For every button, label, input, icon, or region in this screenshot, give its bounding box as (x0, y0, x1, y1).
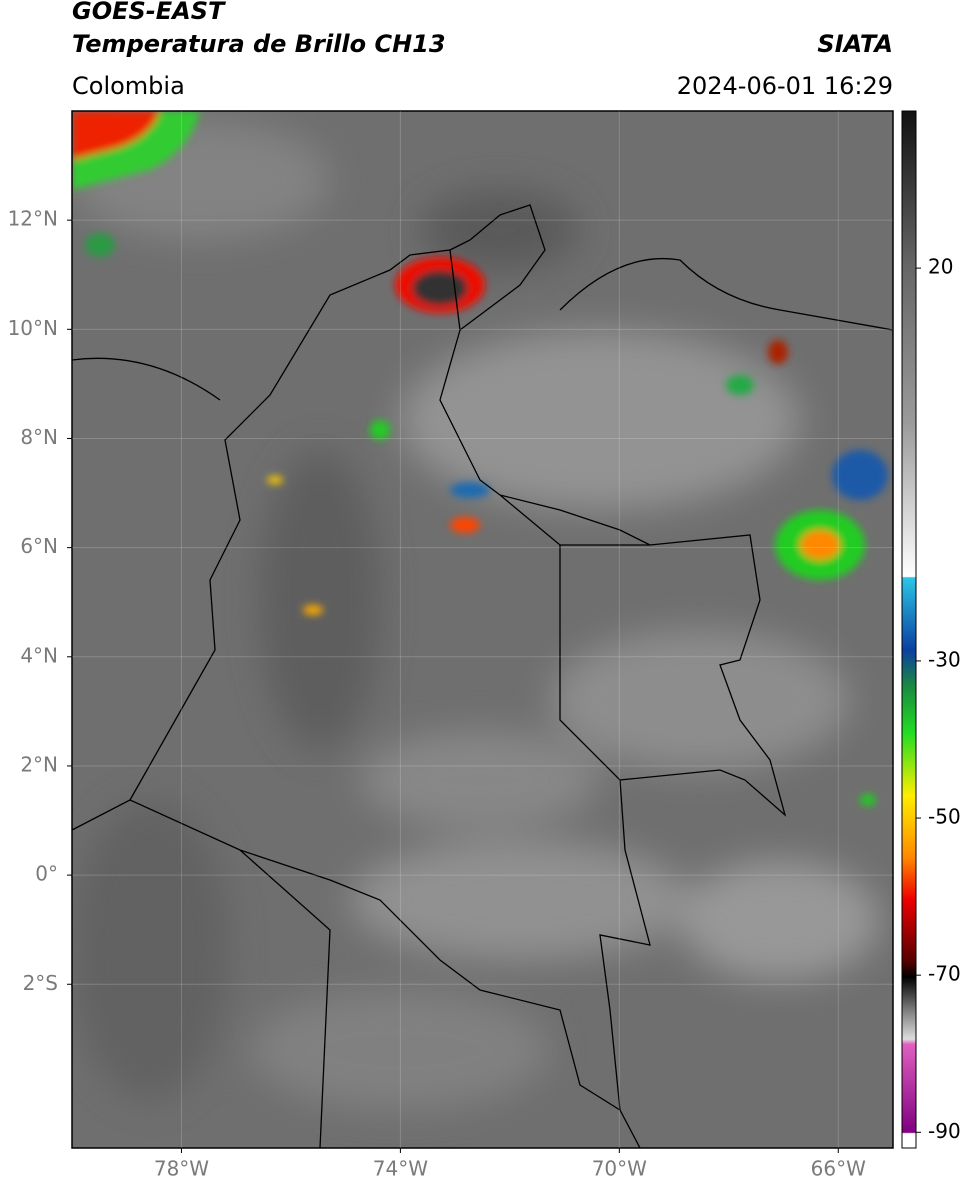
y-tick-label: 12°N (8, 207, 58, 231)
colorbar-tick-label: -90 (928, 1119, 961, 1143)
y-tick-label: 2°N (20, 752, 58, 776)
satellite-image (72, 111, 893, 1148)
x-tick-label: 70°W (592, 1157, 647, 1181)
y-tick-label: 0° (35, 862, 58, 886)
source: SIATA (817, 30, 893, 58)
y-tick-label: 10°N (8, 316, 58, 340)
y-tick-label: 4°N (20, 643, 58, 667)
title: GOES-EAST (72, 0, 226, 25)
timestamp: 2024-06-01 16:29 (677, 72, 893, 100)
y-tick-label: 6°N (20, 534, 58, 558)
colorbar-tick-label: 20 (928, 255, 953, 279)
colorbar-tick-label: -50 (928, 805, 961, 829)
colorbar-tick-label: -30 (928, 647, 961, 671)
y-tick-label: 2°S (23, 971, 58, 995)
x-tick-label: 78°W (154, 1157, 209, 1181)
region: Colombia (72, 72, 185, 100)
colorbar-tick-label: -70 (928, 962, 961, 986)
subtitle: Temperatura de Brillo CH13 (72, 30, 446, 58)
y-tick-label: 8°N (20, 425, 58, 449)
x-tick-label: 74°W (373, 1157, 428, 1181)
x-tick-label: 66°W (811, 1157, 866, 1181)
map-frame (71, 110, 894, 1149)
colorbar (901, 110, 917, 1149)
